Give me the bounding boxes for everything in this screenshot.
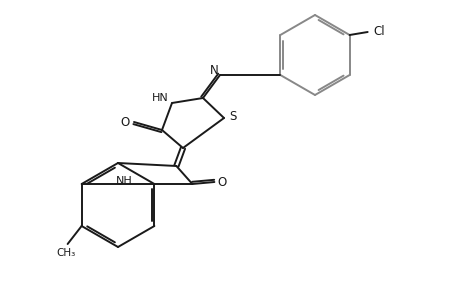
Text: HN: HN bbox=[151, 93, 168, 103]
Text: Cl: Cl bbox=[373, 25, 385, 38]
Text: N: N bbox=[209, 64, 218, 76]
Text: S: S bbox=[229, 110, 236, 122]
Text: O: O bbox=[217, 176, 226, 188]
Text: O: O bbox=[120, 116, 129, 128]
Text: NH: NH bbox=[116, 176, 133, 186]
Text: CH₃: CH₃ bbox=[56, 248, 75, 258]
